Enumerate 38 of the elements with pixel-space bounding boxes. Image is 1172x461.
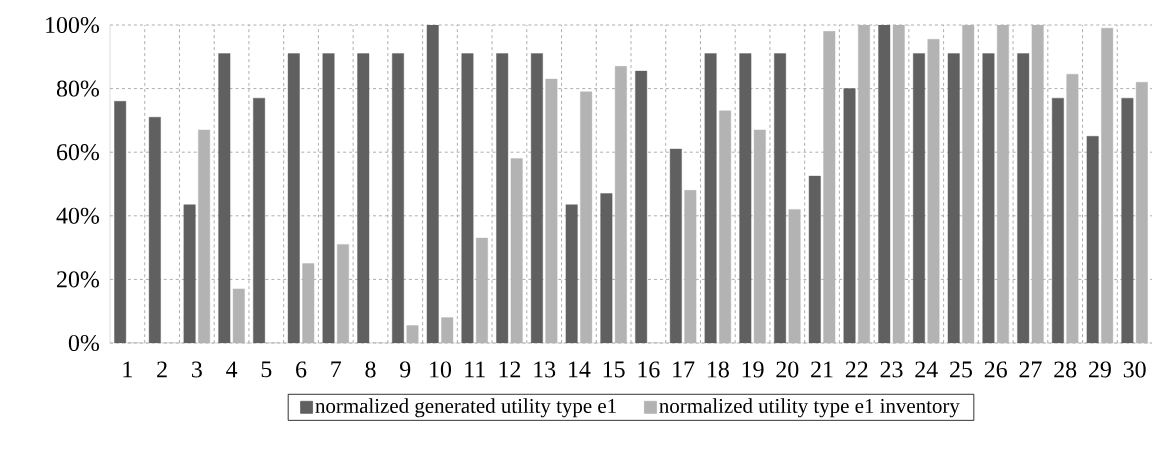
x-tick-label: 17 bbox=[673, 361, 695, 378]
x-tick-label: 3 bbox=[192, 361, 202, 378]
y-tick-label: 40% bbox=[56, 207, 100, 224]
legend-label: normalized utility type e1 inventory bbox=[659, 398, 960, 418]
y-tick-label: 0% bbox=[68, 334, 100, 352]
x-tick-label: 14 bbox=[569, 361, 591, 378]
x-tick-label: 24 bbox=[915, 361, 938, 378]
x-tick-label: 13 bbox=[534, 361, 556, 378]
y-tick-label: 100% bbox=[46, 16, 100, 34]
x-tick-label: 23 bbox=[880, 361, 903, 378]
x-tick-label: 7 bbox=[331, 361, 342, 378]
x-tick-label: 18 bbox=[707, 361, 729, 378]
x-tick-label: 28 bbox=[1054, 361, 1077, 378]
x-tick-label: 12 bbox=[499, 361, 521, 378]
x-tick-label: 21 bbox=[811, 361, 833, 378]
x-tick-label: 9 bbox=[400, 361, 411, 378]
x-tick-label: 16 bbox=[638, 361, 660, 378]
x-tick-label: 8 bbox=[365, 361, 376, 378]
y-tick-label: 20% bbox=[57, 271, 100, 288]
x-tick-label: 5 bbox=[261, 361, 272, 378]
x-tick-label: 6 bbox=[296, 361, 307, 378]
legend-label: normalized generated utility type e1 bbox=[315, 398, 616, 418]
x-tick-label: 11 bbox=[465, 361, 485, 378]
x-tick-label: 30 bbox=[1123, 361, 1146, 378]
x-tick-label: 27 bbox=[1019, 361, 1042, 378]
y-tick-label: 60% bbox=[57, 144, 100, 161]
y-tick-label: 80% bbox=[56, 80, 100, 97]
x-tick-label: 25 bbox=[950, 361, 972, 378]
x-tick-label: 26 bbox=[984, 361, 1007, 378]
x-tick-label: 10 bbox=[430, 361, 452, 378]
x-tick-label: 2 bbox=[157, 361, 167, 378]
x-tick-label: 22 bbox=[845, 361, 868, 378]
x-tick-label: 4 bbox=[226, 361, 238, 378]
x-tick-label: 1 bbox=[123, 361, 132, 378]
x-tick-label: 29 bbox=[1089, 361, 1111, 378]
x-tick-label: 19 bbox=[742, 361, 764, 378]
x-tick-label: 15 bbox=[603, 361, 625, 378]
x-tick-label: 20 bbox=[776, 361, 799, 378]
